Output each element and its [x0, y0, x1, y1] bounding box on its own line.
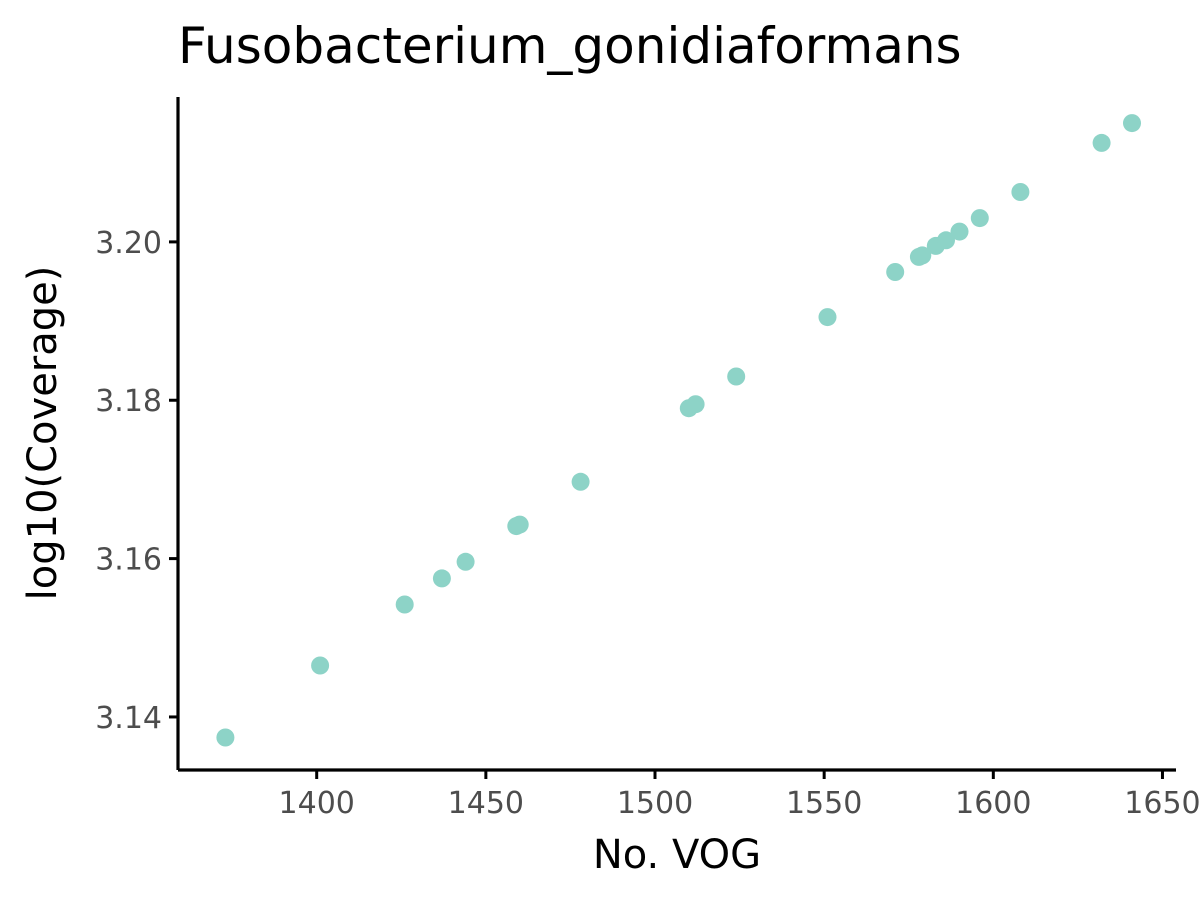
- data-point: [727, 367, 746, 386]
- data-point: [510, 515, 529, 534]
- chart-title: Fusobacterium_gonidiaformans: [178, 17, 962, 75]
- data-point: [216, 728, 235, 747]
- y-tick-label: 3.16: [95, 543, 162, 578]
- data-point: [886, 263, 905, 281]
- x-tick-label: 1500: [617, 786, 693, 821]
- data-point: [937, 231, 955, 250]
- y-tick-label: 3.18: [95, 384, 162, 419]
- data-point: [818, 308, 837, 327]
- data-point: [1123, 114, 1141, 133]
- data-points: [216, 114, 1141, 747]
- data-point: [571, 472, 590, 491]
- x-axis-ticks: 1400 1450 1500 1550 1600 1650: [279, 770, 1200, 821]
- x-tick-label: 1650: [1124, 786, 1200, 821]
- x-tick-label: 1600: [955, 786, 1031, 821]
- data-point: [311, 656, 330, 675]
- y-tick-label: 3.14: [95, 701, 162, 736]
- data-point: [456, 552, 475, 571]
- y-axis-ticks: 3.14 3.16 3.18 3.20: [95, 226, 178, 736]
- data-point: [432, 569, 451, 588]
- data-point: [1092, 133, 1111, 152]
- y-axis-title: log10(Coverage): [20, 266, 66, 601]
- data-point: [913, 246, 932, 265]
- data-point: [970, 209, 989, 228]
- x-tick-label: 1550: [786, 786, 862, 821]
- x-tick-label: 1450: [448, 786, 524, 821]
- data-point: [686, 395, 705, 414]
- data-point: [395, 595, 414, 614]
- x-tick-label: 1400: [279, 786, 355, 821]
- data-point: [950, 222, 969, 241]
- y-tick-label: 3.20: [95, 226, 162, 261]
- data-point: [1011, 183, 1030, 201]
- x-axis-title: No. VOG: [593, 832, 761, 878]
